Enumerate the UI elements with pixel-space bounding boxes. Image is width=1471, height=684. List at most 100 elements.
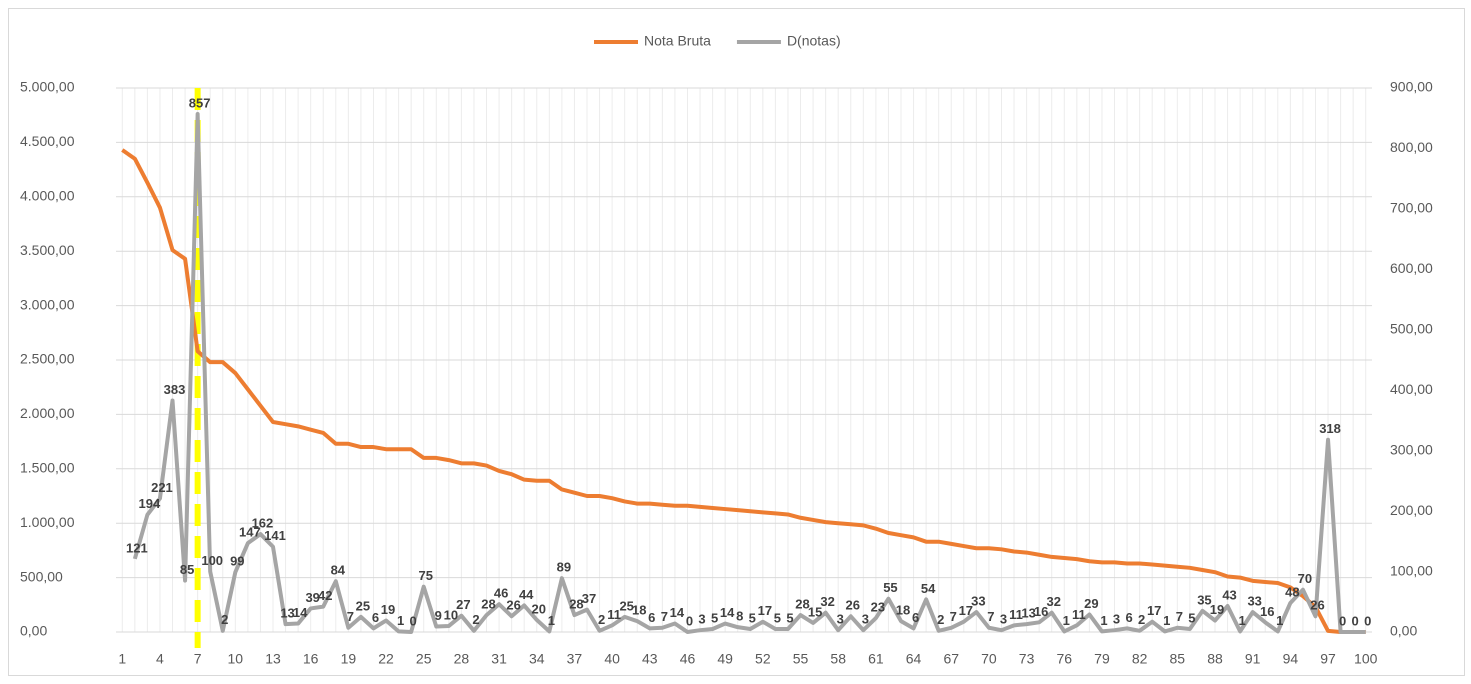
x-tick-label: 19 <box>341 651 357 667</box>
chart-frame <box>8 8 1465 676</box>
data-label: 1 <box>1163 613 1170 628</box>
data-label: 10 <box>444 607 458 622</box>
y-tick-label: 3.500,00 <box>20 242 75 258</box>
y2-tick-label: 200,00 <box>1390 502 1433 518</box>
data-label: 7 <box>1176 609 1183 624</box>
data-label: 48 <box>1285 584 1299 599</box>
data-label: 5 <box>786 610 793 625</box>
data-label: 19 <box>1210 602 1224 617</box>
data-label: 26 <box>1310 598 1324 613</box>
y-tick-label: 2.500,00 <box>20 351 75 367</box>
x-tick-label: 46 <box>680 651 696 667</box>
data-label: 0 <box>1352 613 1359 628</box>
data-label: 2 <box>221 612 228 627</box>
y-tick-label: 500,00 <box>20 568 63 584</box>
data-label: 46 <box>494 586 508 601</box>
data-label: 857 <box>189 95 211 110</box>
y-tick-label: 5.000,00 <box>20 79 75 95</box>
data-label: 8 <box>736 609 743 624</box>
data-label: 27 <box>456 597 470 612</box>
data-label: 28 <box>569 597 583 612</box>
data-label: 7 <box>661 609 668 624</box>
data-label: 18 <box>632 603 646 618</box>
x-tick-label: 31 <box>491 651 507 667</box>
data-label: 25 <box>356 598 370 613</box>
y-tick-label: 1.000,00 <box>20 514 75 530</box>
data-label: 14 <box>670 605 685 620</box>
x-tick-label: 10 <box>228 651 244 667</box>
data-label: 18 <box>896 603 910 618</box>
x-tick-label: 52 <box>755 651 771 667</box>
x-tick-label: 100 <box>1354 651 1378 667</box>
x-tick-label: 61 <box>868 651 884 667</box>
data-label: 16 <box>1034 604 1048 619</box>
data-label: 6 <box>912 610 919 625</box>
series-line <box>132 111 1366 634</box>
data-label: 0 <box>1364 613 1371 628</box>
data-label: 70 <box>1298 571 1312 586</box>
data-label: 2 <box>598 612 605 627</box>
y-tick-label: 2.000,00 <box>20 405 75 421</box>
data-label: 5 <box>711 610 718 625</box>
data-label: 89 <box>557 560 571 575</box>
y-tick-label: 1.500,00 <box>20 460 75 476</box>
data-label: 6 <box>1125 610 1132 625</box>
data-label: 1 <box>397 613 404 628</box>
x-tick-label: 67 <box>943 651 959 667</box>
data-label: 39 <box>305 590 319 605</box>
data-label: 221 <box>151 480 173 495</box>
x-tick-label: 22 <box>378 651 394 667</box>
data-label: 32 <box>820 594 834 609</box>
data-label: 6 <box>648 610 655 625</box>
legend-label: Nota Bruta <box>644 33 711 49</box>
data-label: 3 <box>837 612 844 627</box>
data-label: 17 <box>1147 603 1161 618</box>
legend-label: D(notas) <box>787 33 841 49</box>
x-tick-label: 49 <box>717 651 733 667</box>
data-label: 43 <box>1222 587 1236 602</box>
data-label: 383 <box>164 382 186 397</box>
x-tick-label: 76 <box>1056 651 1072 667</box>
data-label: 14 <box>293 605 308 620</box>
y-tick-label: 4.000,00 <box>20 188 75 204</box>
x-tick-label: 97 <box>1320 651 1336 667</box>
data-label: 1 <box>548 613 555 628</box>
data-label: 100 <box>201 553 223 568</box>
y2-tick-label: 900,00 <box>1390 79 1433 95</box>
x-tick-label: 85 <box>1170 651 1186 667</box>
series-line <box>121 148 1366 634</box>
data-label: 2 <box>1138 612 1145 627</box>
data-label: 3 <box>1113 612 1120 627</box>
y2-tick-label: 500,00 <box>1390 320 1433 336</box>
data-label: 11 <box>607 607 621 622</box>
data-label: 16 <box>1260 604 1274 619</box>
x-tick-label: 55 <box>793 651 809 667</box>
data-label: 141 <box>264 528 286 543</box>
data-label: 20 <box>532 601 546 616</box>
data-label: 33 <box>971 593 985 608</box>
data-label: 7 <box>987 609 994 624</box>
data-label: 54 <box>921 581 936 596</box>
x-tick-label: 91 <box>1245 651 1261 667</box>
x-tick-label: 94 <box>1283 651 1299 667</box>
data-label: 99 <box>230 554 244 569</box>
data-label: 162 <box>252 516 274 531</box>
data-label: 5 <box>1188 610 1195 625</box>
y-tick-label: 4.500,00 <box>20 133 75 149</box>
x-tick-label: 64 <box>906 651 922 667</box>
data-label: 75 <box>418 568 432 583</box>
y2-tick-label: 0,00 <box>1390 623 1417 639</box>
y2-tick-label: 600,00 <box>1390 260 1433 276</box>
data-label: 3 <box>1000 612 1007 627</box>
data-label: 25 <box>619 598 633 613</box>
data-label: 44 <box>519 587 534 602</box>
data-label: 23 <box>871 600 885 615</box>
data-label: 13 <box>1021 606 1035 621</box>
data-label: 7 <box>950 609 957 624</box>
data-label: 5 <box>774 610 781 625</box>
data-label: 19 <box>381 602 395 617</box>
data-label: 1 <box>1063 613 1070 628</box>
data-label: 13 <box>280 606 294 621</box>
x-tick-label: 79 <box>1094 651 1110 667</box>
